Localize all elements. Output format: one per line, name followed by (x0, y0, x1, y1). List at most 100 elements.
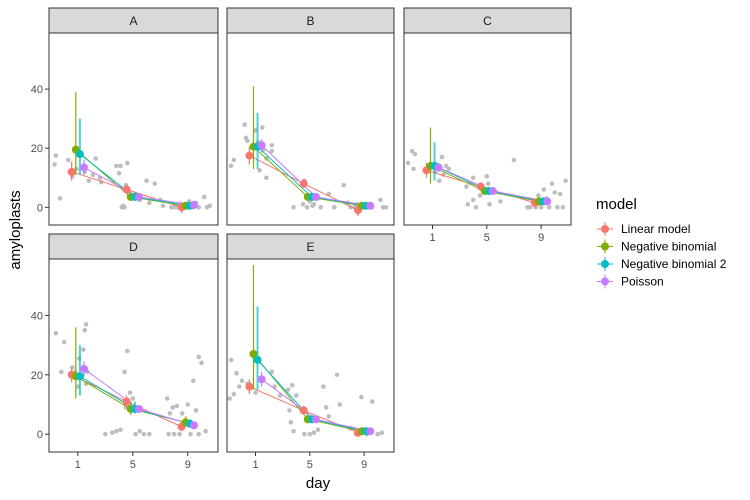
raw-point (337, 402, 342, 407)
raw-point (538, 204, 544, 210)
estimate-point (122, 185, 131, 194)
raw-point (125, 348, 130, 354)
estimate-point (75, 150, 84, 159)
raw-point (443, 163, 449, 169)
raw-point (171, 431, 177, 437)
raw-point (193, 408, 199, 413)
raw-point (563, 178, 568, 183)
raw-point (179, 411, 185, 416)
raw-point (196, 354, 202, 360)
raw-point (536, 193, 541, 198)
raw-point (369, 399, 375, 404)
raw-point (465, 202, 471, 207)
panel-A: A 0 20 40 (31, 7, 219, 226)
raw-point (242, 122, 247, 127)
raw-point (379, 430, 385, 436)
y-tick-label: 0 (37, 429, 43, 441)
raw-point (65, 157, 71, 163)
raw-point (236, 384, 242, 389)
raw-point (300, 202, 306, 207)
raw-point (116, 171, 122, 176)
estimate-point (189, 421, 198, 430)
raw-point (239, 378, 245, 384)
strip-A (48, 7, 219, 34)
x-tick-label: 1 (429, 232, 435, 244)
raw-point (160, 203, 166, 209)
raw-point (228, 357, 234, 363)
x-tick-label: 5 (484, 232, 490, 244)
raw-point (122, 204, 127, 210)
raw-point (86, 178, 92, 183)
estimate-point (80, 163, 89, 172)
estimate-point (122, 397, 131, 406)
raw-point (549, 181, 555, 186)
raw-point (245, 138, 250, 144)
raw-point (477, 193, 483, 198)
raw-point (90, 172, 96, 178)
x-tick-label: 1 (75, 459, 81, 471)
raw-point (411, 166, 416, 172)
raw-point (302, 431, 307, 437)
panel-border (226, 258, 395, 453)
raw-point (231, 157, 237, 163)
legend: model Linear model Negative binomial Negat… (596, 196, 727, 289)
x-tick-label: 5 (130, 459, 136, 471)
raw-point (498, 199, 503, 204)
strip-label: B (306, 14, 314, 28)
raw-point (201, 194, 207, 200)
raw-point (446, 166, 452, 172)
panel-border (403, 32, 572, 226)
estimate-point (249, 350, 258, 359)
raw-point (127, 390, 133, 395)
raw-point (331, 204, 337, 210)
raw-point (93, 156, 99, 161)
legend-item: Negative binomial 2 (597, 257, 727, 271)
raw-point (260, 125, 265, 130)
y-tick-label: 0 (37, 202, 43, 214)
panel-C: C 1 5 9 (403, 7, 572, 244)
legend-item: Poisson (597, 274, 664, 289)
raw-point (291, 428, 296, 434)
panel-E: E 1 5 9 (226, 233, 395, 471)
raw-point (53, 330, 59, 336)
raw-point (269, 148, 275, 154)
raw-point (484, 173, 490, 179)
raw-point (409, 148, 415, 154)
raw-point (152, 181, 158, 186)
x-tick-label: 9 (185, 459, 191, 471)
raw-point (487, 202, 492, 207)
estimate-point (488, 187, 497, 196)
estimate-point (245, 151, 254, 160)
raw-point (70, 365, 75, 370)
raw-point (114, 428, 119, 434)
raw-point (555, 204, 560, 210)
legend-label: Negative binomial (621, 240, 716, 254)
raw-point (164, 396, 170, 401)
estimate-point (75, 372, 84, 381)
estimate-point (257, 141, 266, 150)
raw-point (122, 369, 127, 375)
raw-point (359, 394, 364, 400)
x-tick-label: 9 (361, 459, 367, 471)
raw-point (130, 396, 136, 401)
raw-point (323, 405, 329, 410)
raw-point (203, 428, 208, 434)
x-tick-label: 9 (538, 232, 544, 244)
estimate-point (311, 192, 320, 201)
legend-label: Linear model (621, 222, 690, 236)
raw-point (288, 420, 294, 425)
y-tick-label: 40 (31, 310, 43, 322)
raw-point (321, 384, 326, 389)
legend-title: model (596, 196, 637, 213)
strip-label: E (306, 240, 314, 254)
raw-point (541, 187, 547, 192)
raw-point (185, 402, 191, 407)
raw-point (315, 427, 321, 433)
raw-point (546, 204, 552, 210)
raw-point (378, 197, 383, 203)
raw-point (174, 403, 180, 409)
estimate-point (366, 427, 375, 436)
raw-point (470, 175, 476, 181)
raw-point (277, 393, 283, 398)
raw-point (103, 431, 108, 437)
